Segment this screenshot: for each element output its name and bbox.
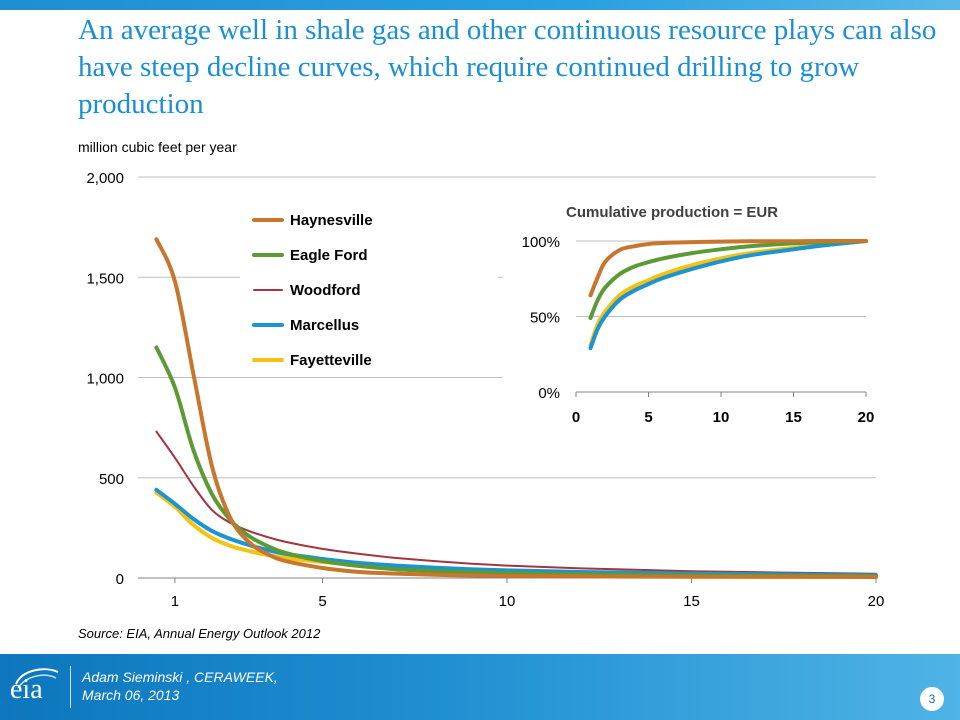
inset-chart-title: Cumulative production = EUR <box>566 204 778 221</box>
main-x-tick-label: 1 <box>171 593 179 610</box>
main-y-tick-label: 500 <box>99 471 124 488</box>
inset-background <box>503 190 898 435</box>
logo-text: eia <box>10 674 43 705</box>
main-chart-y-ticks: 0 500 1,000 1,500 2,000 <box>86 170 124 588</box>
inset-series-line-marcellus <box>588 239 868 351</box>
inset-y-tick-label: 0% <box>538 385 560 402</box>
main-series-line-fayetteville <box>154 490 878 578</box>
main-chart-x-axis: 1 5 10 15 20 <box>138 577 885 610</box>
main-x-tick-label: 10 <box>499 593 516 610</box>
inset-chart-series <box>588 239 868 351</box>
source-note: Source: EIA, Annual Energy Outlook 2012 <box>78 626 321 641</box>
main-chart-series <box>154 237 878 579</box>
slide-title: An average well in shale gas and other c… <box>78 14 937 120</box>
legend-label-eagle-ford: Eagle Ford <box>290 247 368 264</box>
main-y-tick-label: 1,500 <box>86 270 124 287</box>
page-number: 3 <box>920 687 944 711</box>
eia-logo-icon <box>15 668 59 689</box>
main-y-tick-label: 1,000 <box>86 371 124 388</box>
legend-label-fayetteville: Fayetteville <box>290 352 372 369</box>
footer-bar: eia Adam Sieminski , CERAWEEK, March 06,… <box>0 654 960 720</box>
main-series-line-haynesville <box>154 237 878 579</box>
main-x-tick-label: 20 <box>868 593 885 610</box>
top-accent-bar <box>0 0 960 10</box>
inset-y-tick-label: 50% <box>530 310 560 327</box>
main-y-tick-label: 0 <box>116 571 124 588</box>
inset-chart-x-axis: 0 5 10 15 20 <box>572 391 875 426</box>
legend: Haynesville Eagle Ford Woodford Marcellus Fa… <box>240 200 498 375</box>
inset-x-tick-label: 10 <box>713 409 730 426</box>
legend-label-marcellus: Marcellus <box>290 317 359 334</box>
footer-divider <box>70 666 71 708</box>
presenter-line-2: March 06, 2013 <box>82 687 180 703</box>
inset-x-tick-label: 20 <box>858 409 875 426</box>
inset-chart-y-ticks: 0% 50% 100% <box>522 234 560 402</box>
main-x-tick-label: 15 <box>683 593 700 610</box>
main-series-line-marcellus <box>154 487 878 578</box>
legend-background <box>240 200 498 375</box>
presenter-info: Adam Sieminski , CERAWEEK, March 06, 201… <box>82 668 382 704</box>
inset-series-line-eagle-ford <box>588 239 868 320</box>
inset-x-tick-label: 0 <box>572 409 580 426</box>
inset-y-tick-label: 100% <box>522 234 560 251</box>
legend-label-haynesville: Haynesville <box>290 212 373 229</box>
inset-chart: Cumulative production = EUR 0% 50% 100% 0 5… <box>503 190 898 435</box>
main-x-tick-label: 5 <box>318 593 326 610</box>
main-y-tick-label: 2,000 <box>86 170 124 187</box>
y-axis-unit-label: million cubic feet per year <box>78 139 237 155</box>
inset-x-tick-label: 5 <box>644 409 652 426</box>
inset-x-tick-label: 15 <box>785 409 802 426</box>
presenter-line-1: Adam Sieminski , CERAWEEK, <box>82 669 278 685</box>
main-series-line-woodford <box>155 430 877 575</box>
legend-label-woodford: Woodford <box>290 282 361 299</box>
inset-series-line-haynesville <box>588 239 868 298</box>
